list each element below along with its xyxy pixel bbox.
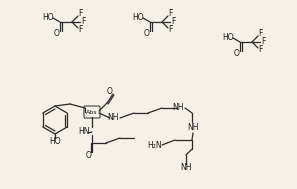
FancyBboxPatch shape — [84, 106, 100, 118]
Text: F: F — [171, 18, 175, 26]
Text: HO: HO — [49, 138, 61, 146]
Text: HN: HN — [78, 128, 90, 136]
Text: NH: NH — [180, 163, 192, 173]
Text: F: F — [168, 9, 172, 19]
Text: HO: HO — [222, 33, 234, 43]
Text: HO: HO — [132, 13, 144, 22]
Text: NH: NH — [107, 114, 119, 122]
Text: O: O — [86, 152, 92, 160]
Text: H₂N: H₂N — [148, 140, 162, 149]
Text: NH: NH — [187, 123, 199, 132]
Text: F: F — [78, 9, 82, 19]
Text: HO: HO — [42, 13, 54, 22]
Text: F: F — [81, 18, 85, 26]
Text: F: F — [258, 29, 262, 39]
Text: F: F — [168, 26, 172, 35]
Text: F: F — [258, 46, 262, 54]
Text: NH: NH — [172, 104, 184, 112]
Text: Abs: Abs — [86, 109, 98, 115]
Text: F: F — [78, 26, 82, 35]
Text: O: O — [234, 50, 240, 59]
Text: F: F — [261, 37, 265, 46]
Text: O: O — [107, 87, 113, 95]
Text: O: O — [144, 29, 150, 39]
Text: O: O — [54, 29, 60, 39]
